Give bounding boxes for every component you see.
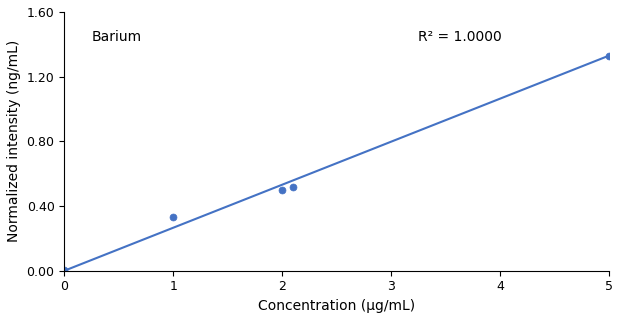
Point — [277, 187, 287, 192]
Point — [288, 184, 298, 189]
Y-axis label: Normalized intensity (ng/mL): Normalized intensity (ng/mL) — [7, 40, 21, 243]
Text: R² = 1.0000: R² = 1.0000 — [418, 30, 502, 44]
Text: Barium: Barium — [92, 30, 141, 44]
Point — [168, 215, 178, 220]
Point — [60, 268, 69, 273]
Point — [604, 53, 614, 58]
X-axis label: Concentration (μg/mL): Concentration (μg/mL) — [258, 299, 415, 313]
